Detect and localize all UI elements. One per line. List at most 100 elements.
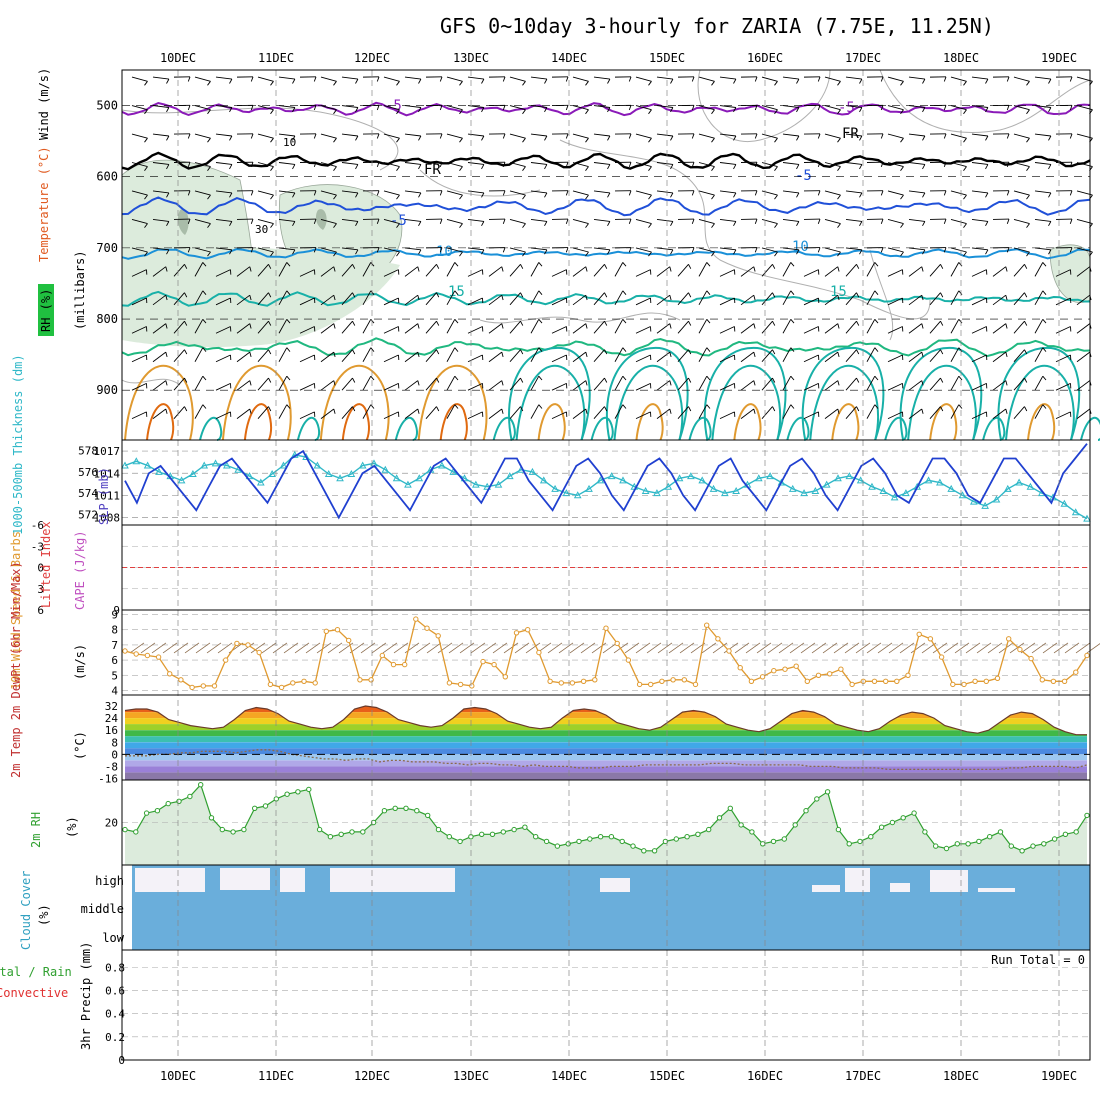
wind-barb-flag [1042,375,1047,381]
low-level-contour-inner [635,403,664,441]
wind-barb-flag [333,137,337,143]
wind-barb [992,408,1007,420]
wind-barb-flag [585,251,589,257]
thickness-point [211,459,220,467]
wind-barb [215,326,231,334]
slp-line [124,443,1088,520]
rh2m-point [122,826,128,833]
wind-barb-flag [454,290,459,295]
low-level-contour [711,364,782,441]
wind-barb-flag [370,347,375,352]
wind-barb-flag [958,375,963,381]
rh2m-point [651,848,658,854]
bottom-date-axis: 10DEC 11DEC 12DEC 13DEC 14DEC 15DEC 16DEC 17DEC… [160,1069,1077,1083]
wind-barb-flag [538,347,543,352]
wind-barb-flag [439,105,443,111]
wind10m-barb [217,642,233,654]
wind-barb [425,406,437,419]
wind-barb [677,349,689,363]
cloud-gap [890,883,910,892]
wind-barb-flag [202,319,207,324]
wind-barb [425,349,437,363]
wind10m-barb [503,642,519,654]
wind-barb-flag [538,319,543,324]
wind-barb-flag [880,76,884,82]
wind-barb-flag [355,249,359,255]
wind-barb [467,411,483,420]
wind-barb [1013,292,1025,306]
wind-barb [383,133,400,139]
wind-barb [635,190,652,196]
wind10m-point [838,666,844,672]
wind-barb-flag [520,377,524,383]
wind-barb [257,247,274,253]
rh2m-point [587,836,593,842]
wind-barb-flag [796,192,800,198]
wind-barb [1034,290,1044,306]
wind-barb [551,297,567,306]
wind-barb [341,190,358,194]
rh2m-point [792,822,798,828]
slp-tick-label: 1017 [94,445,121,458]
wind-barb [593,133,610,137]
wind-barb-flag [943,76,947,82]
wind-barb [278,375,288,391]
wind-barb-flag [648,109,652,115]
wind-barb [383,190,400,196]
wind10m-barb [899,642,915,654]
wind-barb [719,297,735,306]
wind-barb [152,105,169,108]
wind-barb [383,382,399,391]
precip-tick-label: 0.2 [105,1031,125,1044]
wind-barb [887,411,903,420]
wind-barb [278,218,295,222]
wind-barb [257,264,269,277]
wind-barb [593,247,610,251]
wind-barb [299,382,315,391]
wind-barb [698,247,715,253]
wind-barb [677,292,689,306]
wind-barb [299,411,315,420]
wind-barb-flag [144,194,148,200]
wind-barb [1013,162,1030,168]
wind-barb [887,297,903,306]
wind-barb [530,247,547,251]
wind-barb [656,133,673,137]
thickness-point [777,478,786,486]
wind-barb-flag [985,221,989,227]
wind10m-point [804,678,810,684]
wind-barb [719,76,736,80]
wind-barb [593,406,605,419]
wind-barb-flag [1006,105,1010,111]
wind-barb-flag [985,192,989,198]
wind-barb-flag [565,190,569,196]
wind-barb [824,266,839,277]
rh2m-point [824,789,831,795]
dewpt2m-line [125,749,1088,771]
wind-barb [383,247,400,253]
wind10m-point [614,640,620,647]
temperature-band [125,736,1087,743]
wind-barb [1034,105,1051,108]
wind-barb-flag [544,78,548,84]
wind10m-barb [712,642,728,654]
wind-barb-flag [859,135,863,141]
rh2m-point [608,834,615,840]
wind-barb [446,262,456,277]
wind-barb [1013,218,1030,225]
wind-barb [614,262,624,277]
rh2m-point [241,826,247,833]
wind10m-barb [888,642,904,654]
wind-barb-flag [538,404,543,409]
wind-barb [677,406,689,419]
wind-barb-flag [229,249,233,255]
wind-barb [299,269,315,277]
wind-barb-flag [396,166,400,171]
pressure-tick-label: 800 [96,312,118,326]
wind-barb-flag [943,190,947,196]
wind-barb-flag [522,251,526,257]
wind-barb [1013,349,1025,363]
rh2m-point [760,841,766,847]
wind10m-barb [624,642,640,654]
rh2m-point [457,838,463,845]
